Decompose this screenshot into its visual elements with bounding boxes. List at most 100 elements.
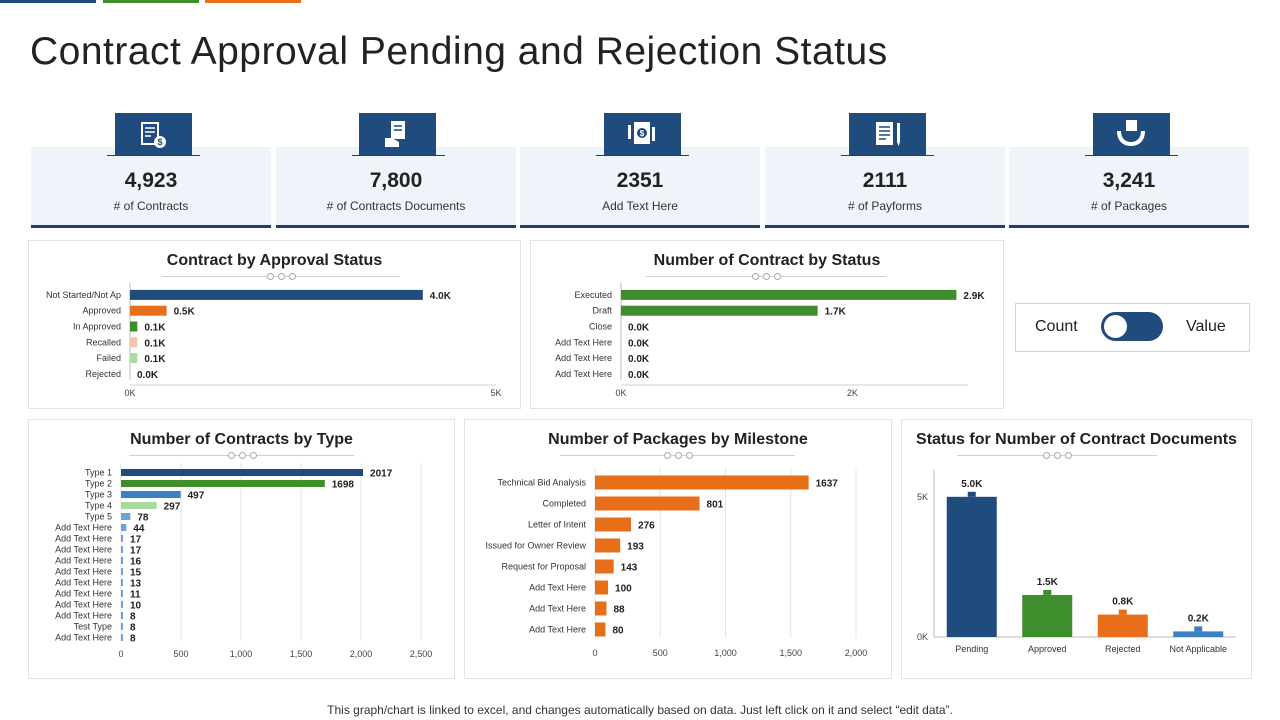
bar	[595, 496, 700, 511]
toggle-value-label[interactable]: Value	[1186, 318, 1226, 335]
category-label: Add Text Here	[529, 604, 586, 614]
bar	[130, 305, 167, 316]
chart-panel-contract-status[interactable]: Number of Contract by Status Executed 2.9…	[530, 240, 1004, 409]
footer-note: This graph/chart is linked to excel, and…	[327, 703, 953, 717]
bar	[1173, 631, 1224, 637]
data-label: 0.8K	[1112, 597, 1134, 608]
packages-by-milestone-chart[interactable]: Technical Bid Analysis 1637 Completed 801 Le…	[465, 420, 891, 678]
tick-label: 0K	[124, 388, 135, 398]
contracts-by-type-chart[interactable]: Type 1 2017 Type 2 1698 Type 3 497 Type 4 297 Ty…	[29, 420, 454, 678]
category-label: Approved	[1028, 644, 1067, 654]
bar	[121, 634, 123, 641]
category-label: Test Type	[74, 622, 112, 632]
bar	[130, 337, 138, 348]
data-label: 17	[130, 535, 142, 546]
data-label: 1698	[332, 480, 355, 491]
divider-dot	[685, 452, 693, 459]
contract-status-chart[interactable]: Executed 2.9K Draft 1.7K Close 0.0K Add Text H…	[531, 241, 1003, 408]
category-label: In Approved	[73, 322, 121, 332]
bar	[595, 622, 606, 637]
category-label: Close	[589, 322, 612, 332]
data-label: 0.0K	[628, 323, 650, 334]
data-label: 8	[130, 634, 136, 645]
tick-label: 0	[118, 649, 123, 659]
category-label: Add Text Here	[55, 611, 112, 621]
document-money-icon: $	[604, 113, 681, 155]
icon-underline	[352, 155, 445, 156]
bar	[121, 502, 157, 509]
data-label: 44	[133, 524, 145, 535]
data-label: 0.0K	[628, 354, 650, 365]
data-label: 0.0K	[628, 370, 650, 381]
data-label: 4.0K	[430, 291, 452, 302]
tick-label: 2,000	[845, 648, 868, 658]
divider-dot	[774, 273, 781, 280]
category-label: Draft	[592, 306, 612, 316]
data-label: 0.2K	[1188, 613, 1210, 624]
bar	[130, 353, 138, 364]
category-label: Type 1	[85, 468, 112, 478]
bar	[121, 524, 127, 531]
title-divider	[646, 273, 886, 280]
category-label: Executed	[574, 290, 612, 300]
data-label: 13	[130, 579, 142, 590]
toggle-count-label[interactable]: Count	[1035, 318, 1078, 335]
data-label: 100	[615, 584, 632, 595]
tick-label: 0K	[917, 632, 928, 642]
chart-panel-approval-status[interactable]: Contract by Approval Status Not Started/…	[28, 240, 521, 409]
category-label: Add Text Here	[55, 589, 112, 599]
divider-dot	[1054, 452, 1061, 459]
data-label: 497	[188, 491, 205, 502]
bar	[595, 580, 609, 595]
data-label: 143	[621, 563, 638, 574]
kpi-card-add-text: 2351 Add Text Here	[520, 147, 760, 228]
bar-cap	[1118, 609, 1127, 615]
chart-panel-document-status[interactable]: Status for Number of Contract Documents …	[901, 419, 1252, 679]
category-label: Rejected	[85, 369, 121, 379]
document-status-chart[interactable]: 0K 5K 5.0K Pending 1.5K Approved 0.8K Rejected 0…	[902, 420, 1251, 678]
chart-panel-contracts-by-type[interactable]: Number of Contracts by Type Type 1 2017 Ty…	[28, 419, 455, 679]
chart-title: Status for Number of Contract Documents	[916, 431, 1237, 448]
data-label: 10	[130, 601, 142, 612]
divider-dot	[674, 452, 682, 459]
kpi-value: 4,923	[124, 169, 178, 192]
tick-label: 0K	[615, 388, 626, 398]
icon-underline	[107, 155, 200, 156]
top-accent-bar-green	[103, 0, 199, 3]
data-label: 5.0K	[961, 479, 983, 490]
chart-panel-packages-by-milestone[interactable]: Number of Packages by Milestone Technica…	[464, 419, 892, 679]
data-label: 2.9K	[963, 291, 985, 302]
tick-label: 5K	[917, 492, 928, 502]
bar	[595, 559, 614, 574]
data-label: 0.1K	[144, 338, 166, 349]
page-title: Contract Approval Pending and Rejection …	[30, 30, 888, 73]
bar	[130, 289, 423, 300]
data-label: 0.1K	[144, 354, 166, 365]
divider-dot	[289, 273, 296, 280]
hands-package-icon	[1093, 113, 1170, 155]
data-label: 1.7K	[825, 307, 847, 318]
category-label: Add Text Here	[55, 534, 112, 544]
category-label: Add Text Here	[55, 600, 112, 610]
bar	[121, 568, 123, 575]
svg-text:$: $	[640, 129, 645, 138]
kpi-label: # of Packages	[1090, 199, 1168, 213]
kpi-card-documents: 7,800 # of Contracts Documents	[276, 147, 516, 228]
category-label: Add Text Here	[555, 369, 612, 379]
toggle-switch[interactable]	[1101, 312, 1163, 341]
category-label: Add Text Here	[55, 633, 112, 643]
bar	[595, 601, 607, 616]
bar	[121, 579, 123, 586]
category-label: Add Text Here	[55, 567, 112, 577]
count-value-toggle[interactable]: Count Value	[1015, 303, 1250, 352]
bar-cap	[1194, 626, 1203, 632]
bar	[595, 538, 621, 553]
category-label: Add Text Here	[55, 578, 112, 588]
bar	[130, 321, 138, 332]
tick-label: 1,000	[714, 648, 737, 658]
data-label: 0.5K	[174, 307, 196, 318]
approval-status-chart[interactable]: Not Started/Not Ap 4.0K Approved 0.5K In App…	[29, 241, 520, 408]
kpi-card-packages: 3,241 # of Packages	[1009, 147, 1249, 228]
category-label: Add Text Here	[555, 337, 612, 347]
toggle-knob[interactable]	[1104, 315, 1127, 338]
